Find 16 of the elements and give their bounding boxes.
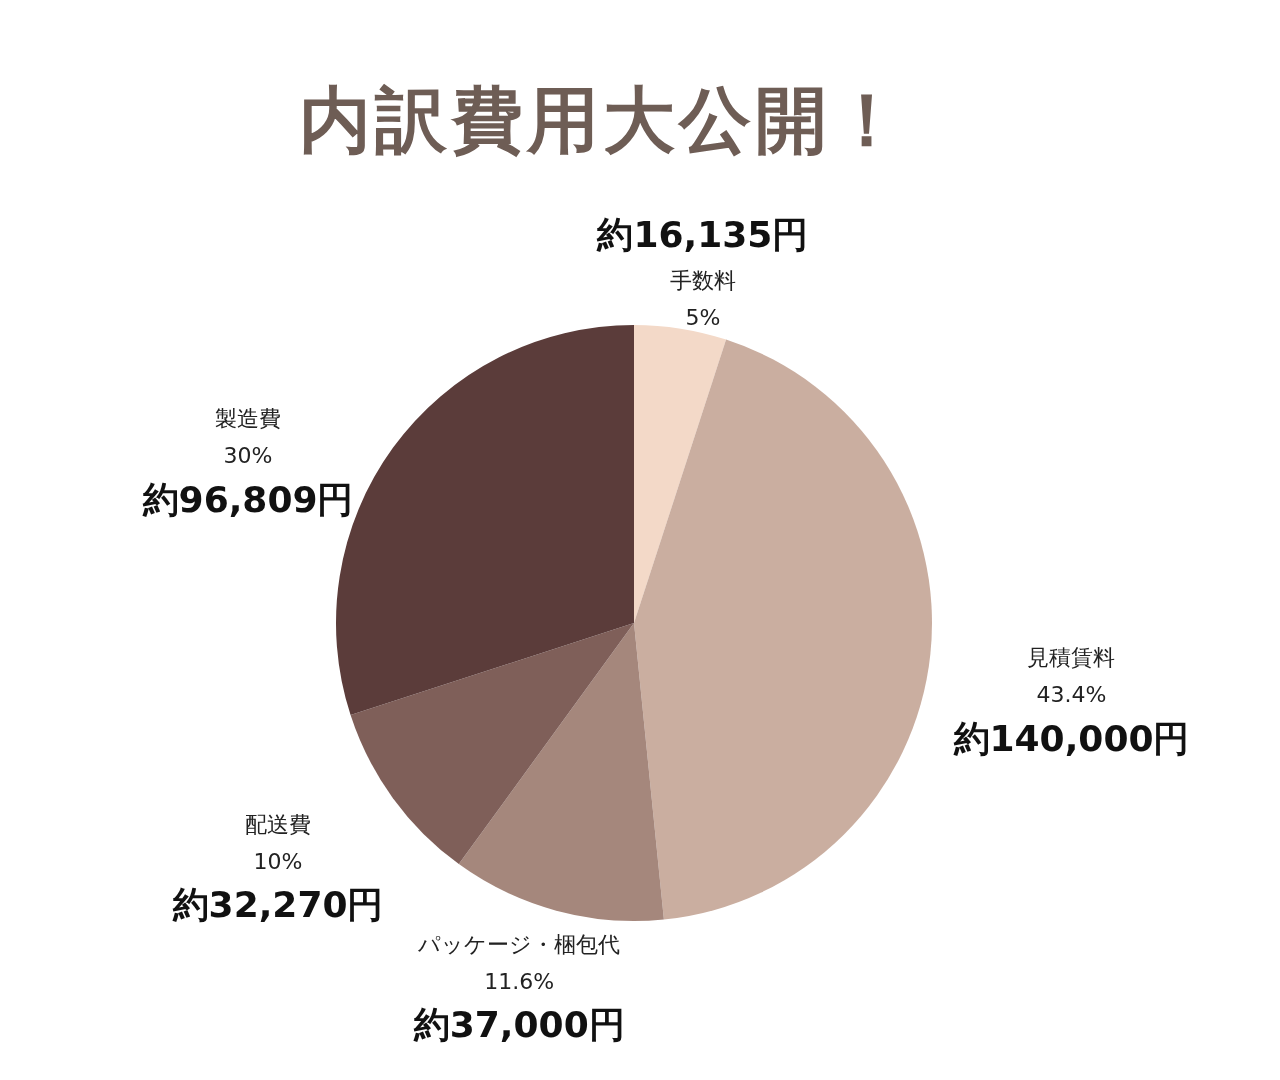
data-label: 11.6% <box>484 968 555 994</box>
text: 約16,135円 <box>596 213 809 255</box>
slice-label: 製造費 <box>215 405 282 431</box>
data-label: 30% <box>223 442 273 468</box>
data-label: 10% <box>253 848 303 874</box>
slice-label: 手数料 <box>669 267 736 293</box>
data-label: 5% <box>685 304 721 330</box>
slice-label: 配送費 <box>245 811 312 837</box>
slice-label: パッケージ・梱包代 <box>417 931 621 957</box>
chart-title: 内訳費用大公開！ <box>298 77 908 164</box>
text: 約96,809円 <box>141 478 354 520</box>
text: 約32,270円 <box>171 884 384 926</box>
slice-label: 見積賃料 <box>1027 645 1116 671</box>
text: 約37,000円 <box>412 1004 625 1046</box>
data-label: 43.4% <box>1036 682 1107 708</box>
text: 約140,000円 <box>952 718 1190 760</box>
